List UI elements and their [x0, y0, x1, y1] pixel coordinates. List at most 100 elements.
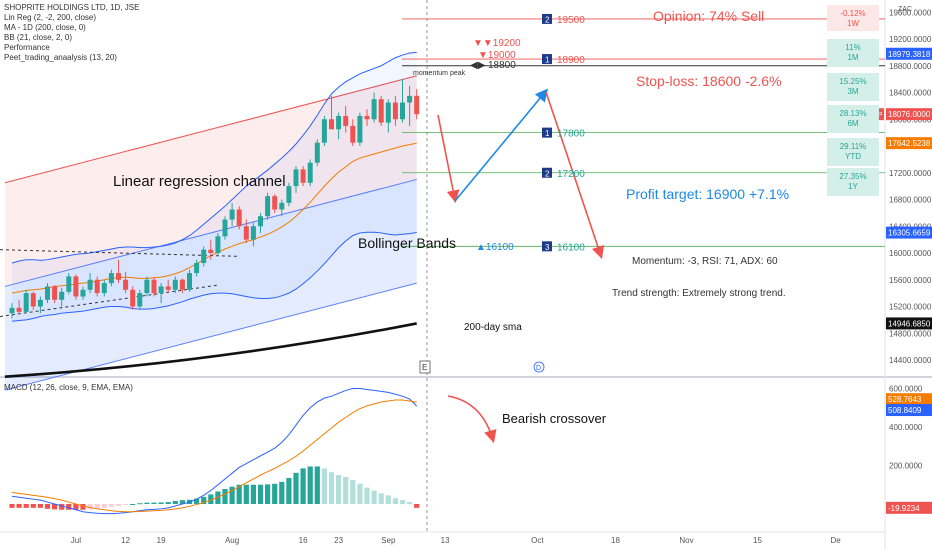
macd-tag-bg	[886, 404, 932, 417]
earnings-marker-box	[419, 360, 431, 374]
level-number: 2	[545, 15, 550, 24]
candle	[87, 279, 93, 290]
macd-histogram-bar	[137, 503, 143, 505]
macd-histogram-bar	[399, 500, 406, 504]
macd-histogram-bar	[73, 504, 79, 510]
performance-period: 3M	[847, 87, 858, 96]
macd-histogram-bar	[272, 483, 278, 504]
candle	[123, 279, 129, 290]
candle	[400, 102, 405, 120]
regression-mid-line	[4, 178, 417, 287]
candle	[23, 293, 29, 312]
macd-histogram-bar	[165, 502, 171, 504]
performance-period: 6M	[847, 119, 858, 128]
macd-tick-label: 600.0000	[889, 385, 923, 394]
performance-cell	[827, 168, 879, 196]
bearish-crossover-arrow	[447, 395, 497, 444]
candle	[321, 119, 327, 143]
level-price: 17200	[557, 169, 585, 180]
y-tick-label: 15200.0000	[889, 303, 932, 312]
y-tick-label: 18400.0000	[889, 89, 932, 98]
performance-pct: 28.13%	[839, 109, 866, 118]
candle	[385, 102, 391, 123]
projection-down-1	[437, 114, 460, 204]
stoploss-label: Stop-loss: 18600 -2.6%	[636, 73, 782, 89]
macd-line	[11, 388, 418, 515]
candle	[329, 119, 334, 130]
indicator-lines	[0, 51, 417, 379]
performance-pct: 29.11%	[840, 142, 867, 151]
candle	[73, 276, 79, 297]
performance-cell	[827, 39, 879, 67]
candle	[194, 263, 200, 274]
legend-title: SHOPRITE HOLDINGS LTD, 1D, JSE	[4, 3, 140, 12]
performance-pct: 11%	[845, 43, 860, 52]
y-tick-label: 19600.0000	[889, 8, 932, 17]
macd-histogram-bar	[101, 504, 107, 508]
macd-histogram-bar	[357, 483, 363, 504]
annotation-layer: Linear regression channel Bollinger Bands…	[113, 5, 879, 426]
linreg-label: Linear regression channel	[113, 173, 286, 190]
price-tag-bg	[886, 226, 932, 239]
macd-histogram-bar	[293, 472, 299, 504]
candle	[144, 279, 150, 294]
macd-histogram-bar	[314, 466, 320, 504]
x-tick-label: 19	[157, 536, 166, 545]
y-tick-label: 14400.0000	[889, 356, 932, 365]
legend-performance: Performance	[4, 43, 50, 52]
macd-tick-label: 400.0000	[889, 423, 923, 432]
trend-strength-readout: Trend strength: Extremely strong trend.	[612, 288, 786, 299]
candle	[80, 289, 86, 297]
x-tick-label: Sep	[381, 536, 396, 545]
bollinger-lower	[11, 231, 417, 322]
performance-pct: -0.12%	[840, 9, 865, 18]
candle	[94, 279, 100, 294]
currency-label: ZAC	[898, 6, 912, 13]
candlestick-series	[9, 79, 420, 319]
channel-bands	[4, 52, 417, 391]
level-number-badge	[542, 54, 552, 65]
candle	[286, 186, 292, 203]
candle	[222, 219, 228, 237]
candle	[265, 196, 271, 217]
macd-histogram-bar	[87, 504, 93, 510]
trend-dashed-lower	[0, 284, 218, 318]
x-tick-label: 16	[299, 536, 308, 545]
price-tag: 16305.6659	[888, 229, 931, 238]
performance-period: YTD	[845, 152, 861, 161]
red-level-19200: ▼▼19200	[473, 38, 521, 49]
level-price: 16100	[557, 242, 585, 253]
macd-histogram-bar	[44, 504, 51, 509]
candle	[30, 293, 36, 307]
macd-histogram-bar	[94, 504, 100, 509]
axes-layer: 19600.000019200.000018800.000018400.0000…	[71, 6, 932, 545]
level-price: 17800	[557, 129, 585, 140]
macd-histogram-bar	[321, 468, 327, 504]
macd-legend: MACD (12, 26, close, 9, EMA, EMA)	[4, 383, 133, 392]
blue-level-16100: ▲16100	[476, 242, 514, 253]
macd-histogram-bar	[108, 504, 114, 507]
macd-histogram-bar	[158, 502, 164, 504]
legend-linreg: Lin Reg (2, -2, 200, close)	[4, 13, 97, 22]
dividend-marker: D	[536, 365, 541, 372]
macd-histogram-bar	[371, 490, 377, 504]
macd-histogram-bar	[407, 502, 413, 504]
candle	[215, 236, 221, 253]
y-tick-label: 16000.0000	[889, 249, 932, 258]
macd-histogram-bar	[37, 504, 43, 508]
candle	[336, 115, 342, 130]
level-number-badge	[542, 241, 552, 252]
momentum-peak-label: momentum peak	[413, 70, 466, 77]
level-lines	[402, 0, 885, 532]
bollinger-fill	[12, 52, 417, 322]
performance-period: 1Y	[848, 182, 858, 191]
macd-tag: -19.9234	[888, 504, 920, 513]
projection-arrows	[437, 88, 605, 444]
candle	[45, 286, 50, 300]
price-pane-bg	[0, 0, 885, 375]
legend-peet: Peet_trading_anaalysis (13, 20)	[4, 53, 117, 62]
macd-histogram-bar	[208, 494, 214, 504]
performance-cell	[827, 5, 879, 31]
macd-histogram-bar	[172, 500, 178, 504]
